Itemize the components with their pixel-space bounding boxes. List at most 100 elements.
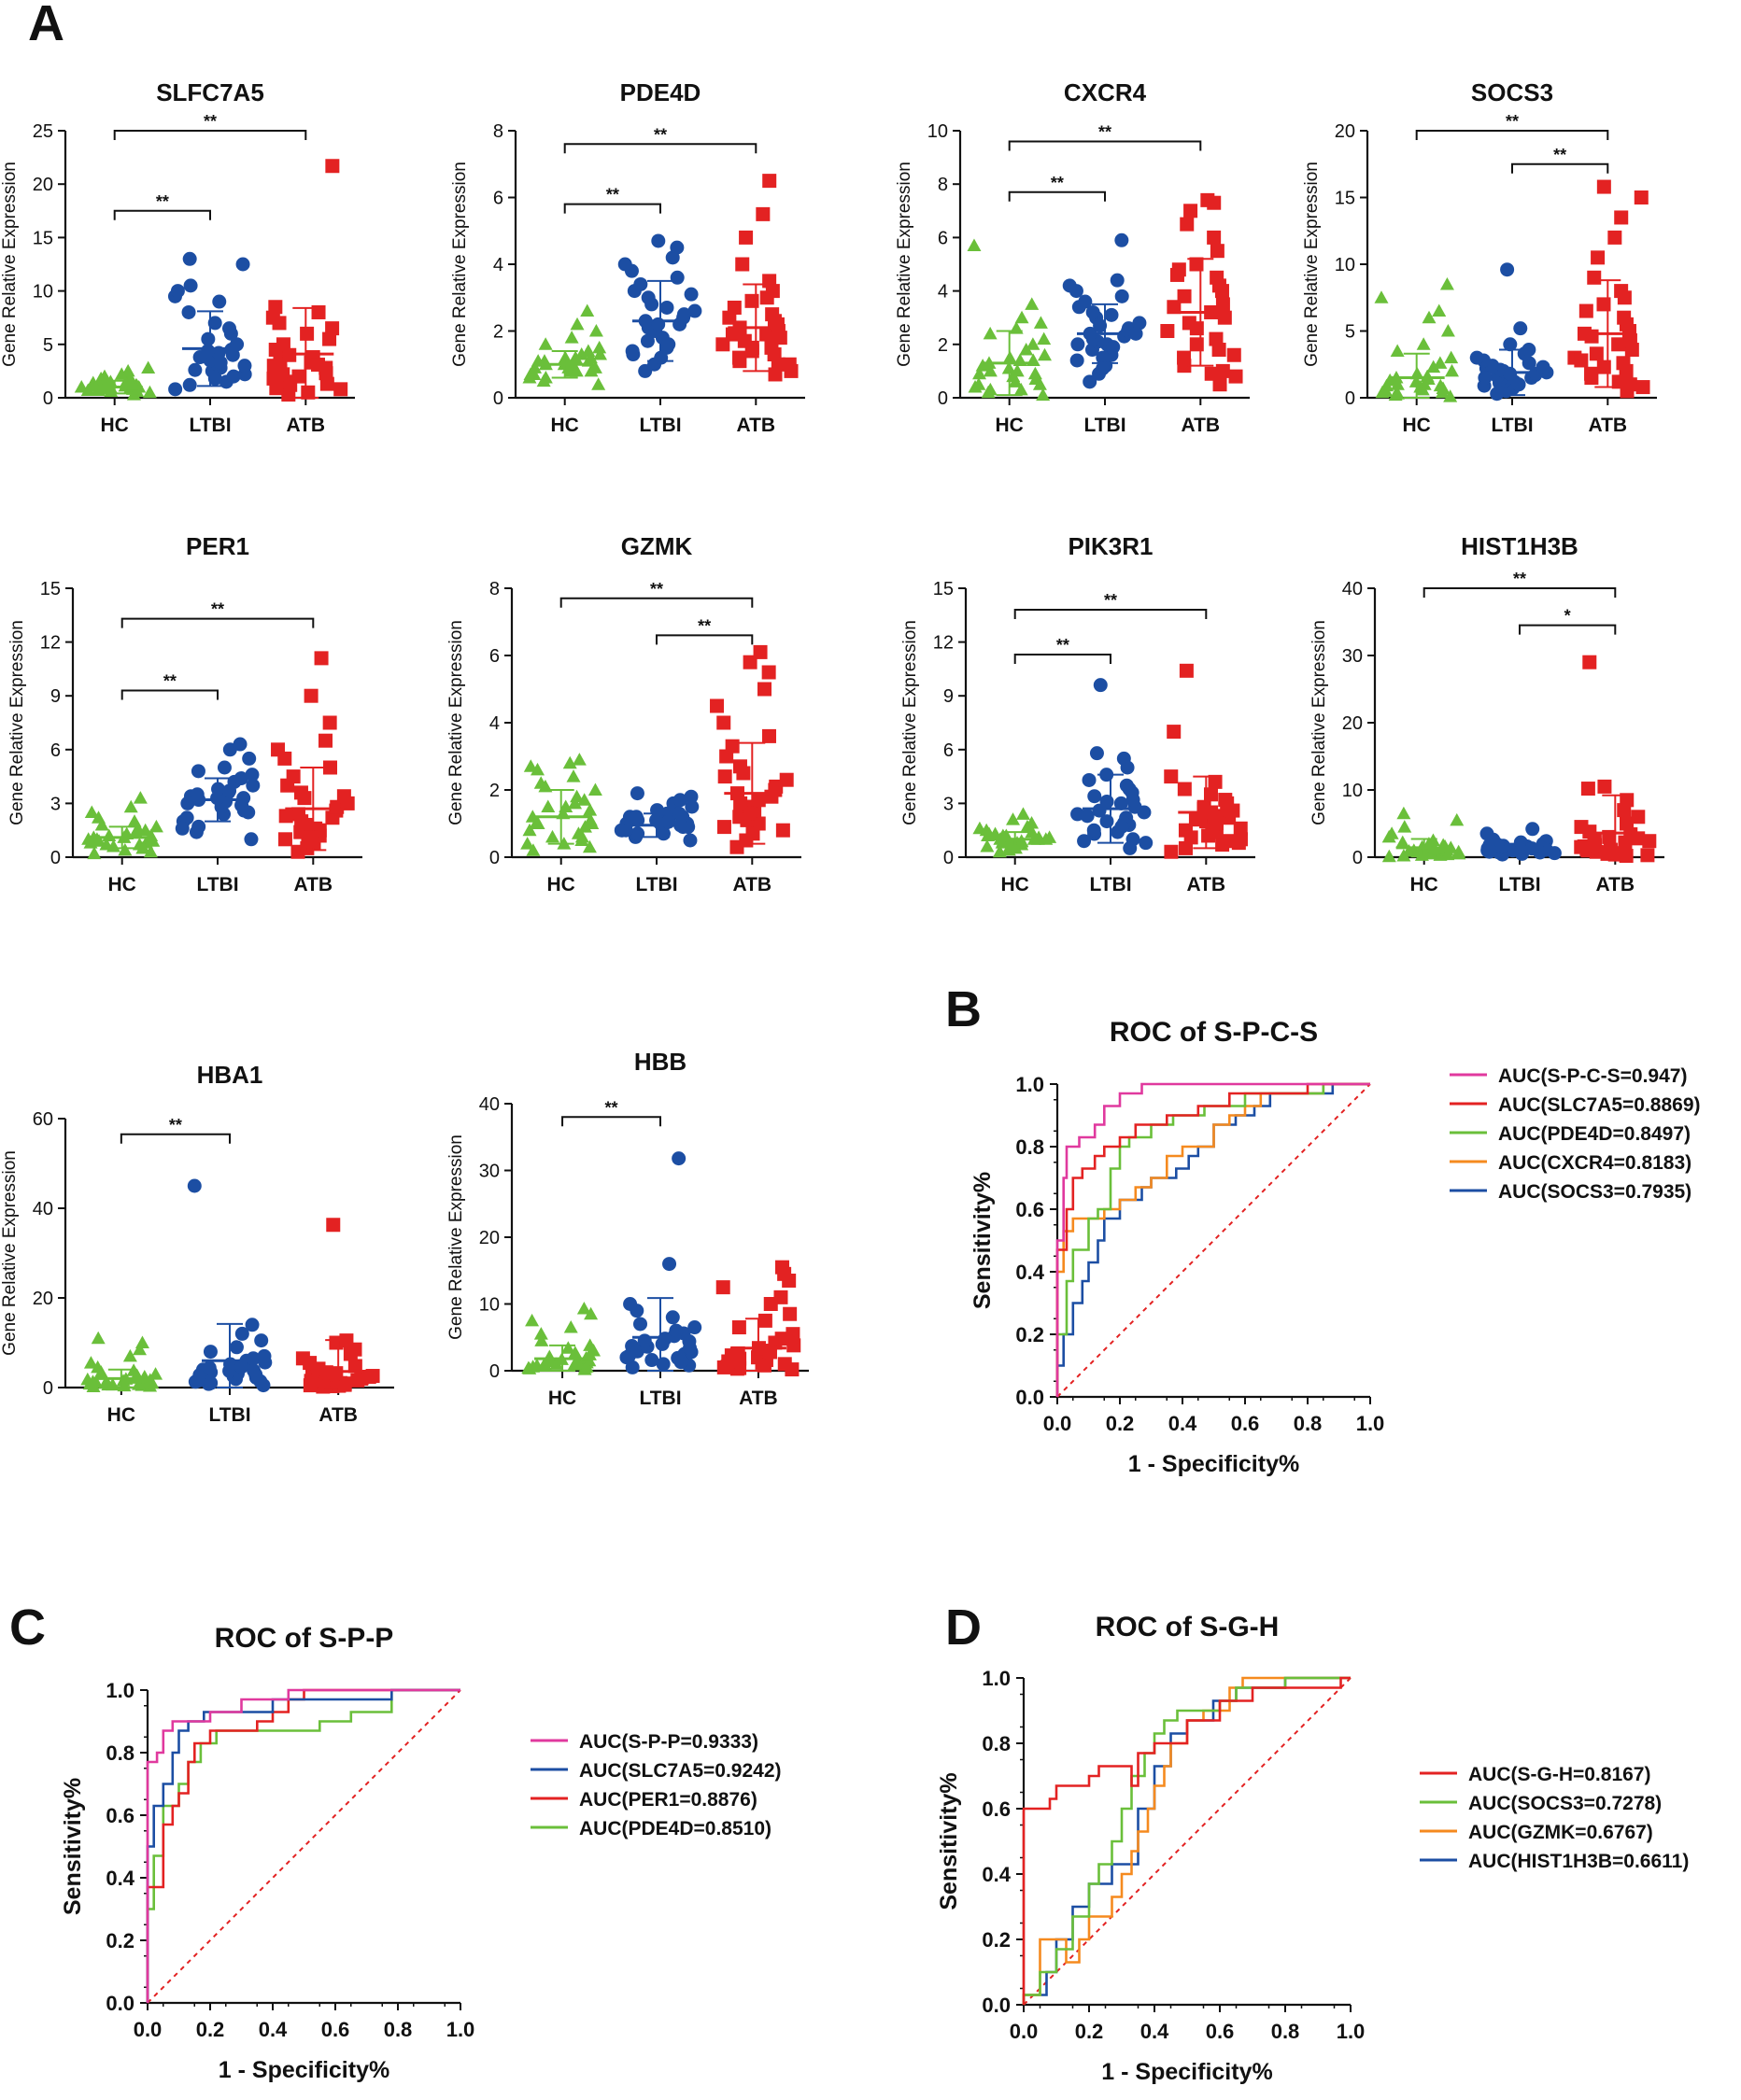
y-tick-label: 0 [489,848,500,868]
y-tick-label: 1.0 [106,1679,134,1702]
scatter-panel-slfc7a5: SLFC7A5 Gene Relative Expression 0 5 10 15 20 2… [0,78,355,436]
y-tick-label: 8 [938,175,948,195]
legend-entry: AUC(SOCS3=0.7278) [1468,1793,1662,1814]
data-point-ltbi [1080,809,1095,824]
data-point-atb [1209,331,1224,346]
data-point-atb [775,823,790,838]
x-tick-label-atb: ATB [739,1388,778,1409]
data-point-atb [757,1313,772,1328]
data-point-hc [971,377,986,390]
x-tick-label-hc: HC [1403,415,1431,436]
data-point-atb [725,739,740,754]
data-point-ltbi [245,1318,260,1332]
data-point-atb [786,1338,801,1353]
y-tick-label: 5 [43,335,53,356]
data-point-ltbi [201,344,216,359]
data-point-ltbi [1096,350,1111,365]
chart-title: PIK3R1 [1068,532,1153,560]
data-point-hc [538,371,553,384]
data-point-hc [569,1355,584,1368]
data-point-ltbi [1137,805,1152,820]
data-point-atb [1584,366,1599,381]
roc-panel-roc_sgh: ROC of S-G-H Sensitivity% 1 - Specificity%… [936,1612,1689,2085]
y-tick-label: 2 [493,322,503,343]
data-point-ltbi [1525,822,1540,837]
x-tick-label: 0.8 [1294,1412,1323,1435]
data-point-hc [568,350,583,364]
data-point-ltbi [687,303,702,318]
data-point-atb [725,327,740,342]
data-point-atb [1164,769,1179,784]
significance-label: ** [605,1098,618,1117]
data-point-hc [574,829,589,843]
data-point-hc [120,363,135,377]
data-point-atb [769,779,784,794]
data-point-atb [1207,230,1222,245]
x-tick-label: 0.6 [1206,2020,1235,2043]
data-point-atb [319,376,334,391]
data-point-atb [304,688,318,703]
chart-title: CXCR4 [1064,78,1147,106]
scatter-panel-per1: PER1 Gene Relative Expression 0 3 6 9 12 15 HC LT… [7,532,362,895]
x-axis-label: 1 - Specificity% [219,2057,389,2083]
data-point-hc [1397,820,1412,833]
scatter-panel-hbb: HBB Gene Relative Expression 0 10 20 30 40 HC LT… [446,1048,809,1409]
data-point-atb [773,1290,788,1304]
data-point-ltbi [1479,826,1494,841]
data-point-hc [583,1338,598,1351]
scatter-panel-socs3: SOCS3 Gene Relative Expression 0 5 10 15 20 HC L… [1302,78,1657,436]
data-point-atb [1611,337,1626,352]
x-tick-label: 0.0 [134,2018,163,2041]
y-tick-label: 0.6 [1015,1198,1044,1221]
significance-label: ** [169,1116,182,1135]
data-point-atb [361,1369,376,1384]
data-point-atb [744,340,759,355]
data-point-ltbi [187,1178,202,1193]
data-point-ltbi [247,1363,262,1378]
significance-bracket [120,1133,231,1144]
legend-entry: AUC(CXCR4=0.8183) [1498,1152,1691,1174]
data-point-hc [1414,848,1429,861]
data-point-hc [97,369,112,383]
significance-label: ** [1506,112,1519,131]
data-point-hc [1451,844,1466,858]
data-point-atb [1578,303,1593,318]
data-point-atb [1209,816,1224,831]
data-point-atb [1210,244,1224,259]
y-axis-label: Sensitivity% [936,1772,962,1910]
data-point-atb [774,1332,789,1346]
data-point-atb [333,382,348,397]
x-tick-label-ltbi: LTBI [1491,415,1533,436]
significance-label: ** [211,600,224,619]
y-axis-label: Gene Relative Expression [450,162,470,367]
data-point-hc [577,793,592,806]
data-point-ltbi [684,287,699,302]
data-point-hc [1013,382,1028,396]
x-tick-label-ltbi: LTBI [1083,415,1125,436]
roc-panel-roc_spp: ROC of S-P-P Sensitivity% 1 - Specificity%… [60,1623,782,2083]
data-point-ltbi [1096,361,1111,376]
data-point-atb [1631,831,1646,846]
y-tick-label: 1.0 [1015,1073,1044,1096]
data-point-hc [1025,816,1040,829]
roc-curve [146,1688,460,2003]
x-tick-label-atb: ATB [732,874,771,895]
data-point-atb [1179,663,1194,678]
data-point-atb [1607,230,1622,245]
legend-entry: AUC(PDE4D=0.8510) [579,1818,771,1839]
data-point-hc [566,769,581,782]
roc-curve [1055,1082,1370,1397]
data-point-hc [143,844,158,858]
data-point-atb [1589,346,1604,361]
x-tick-label-hc: HC [548,1388,576,1409]
x-tick-label-atb: ATB [1595,874,1635,895]
data-point-atb [759,327,774,342]
data-point-ltbi [1083,374,1097,389]
data-point-atb [1597,779,1612,794]
data-point-hc [1390,387,1405,400]
data-point-atb [1580,782,1595,796]
reference-diagonal [147,1689,461,2004]
chart-title: SOCS3 [1471,78,1553,106]
legend-entry: AUC(S-P-P=0.9333) [579,1731,758,1753]
